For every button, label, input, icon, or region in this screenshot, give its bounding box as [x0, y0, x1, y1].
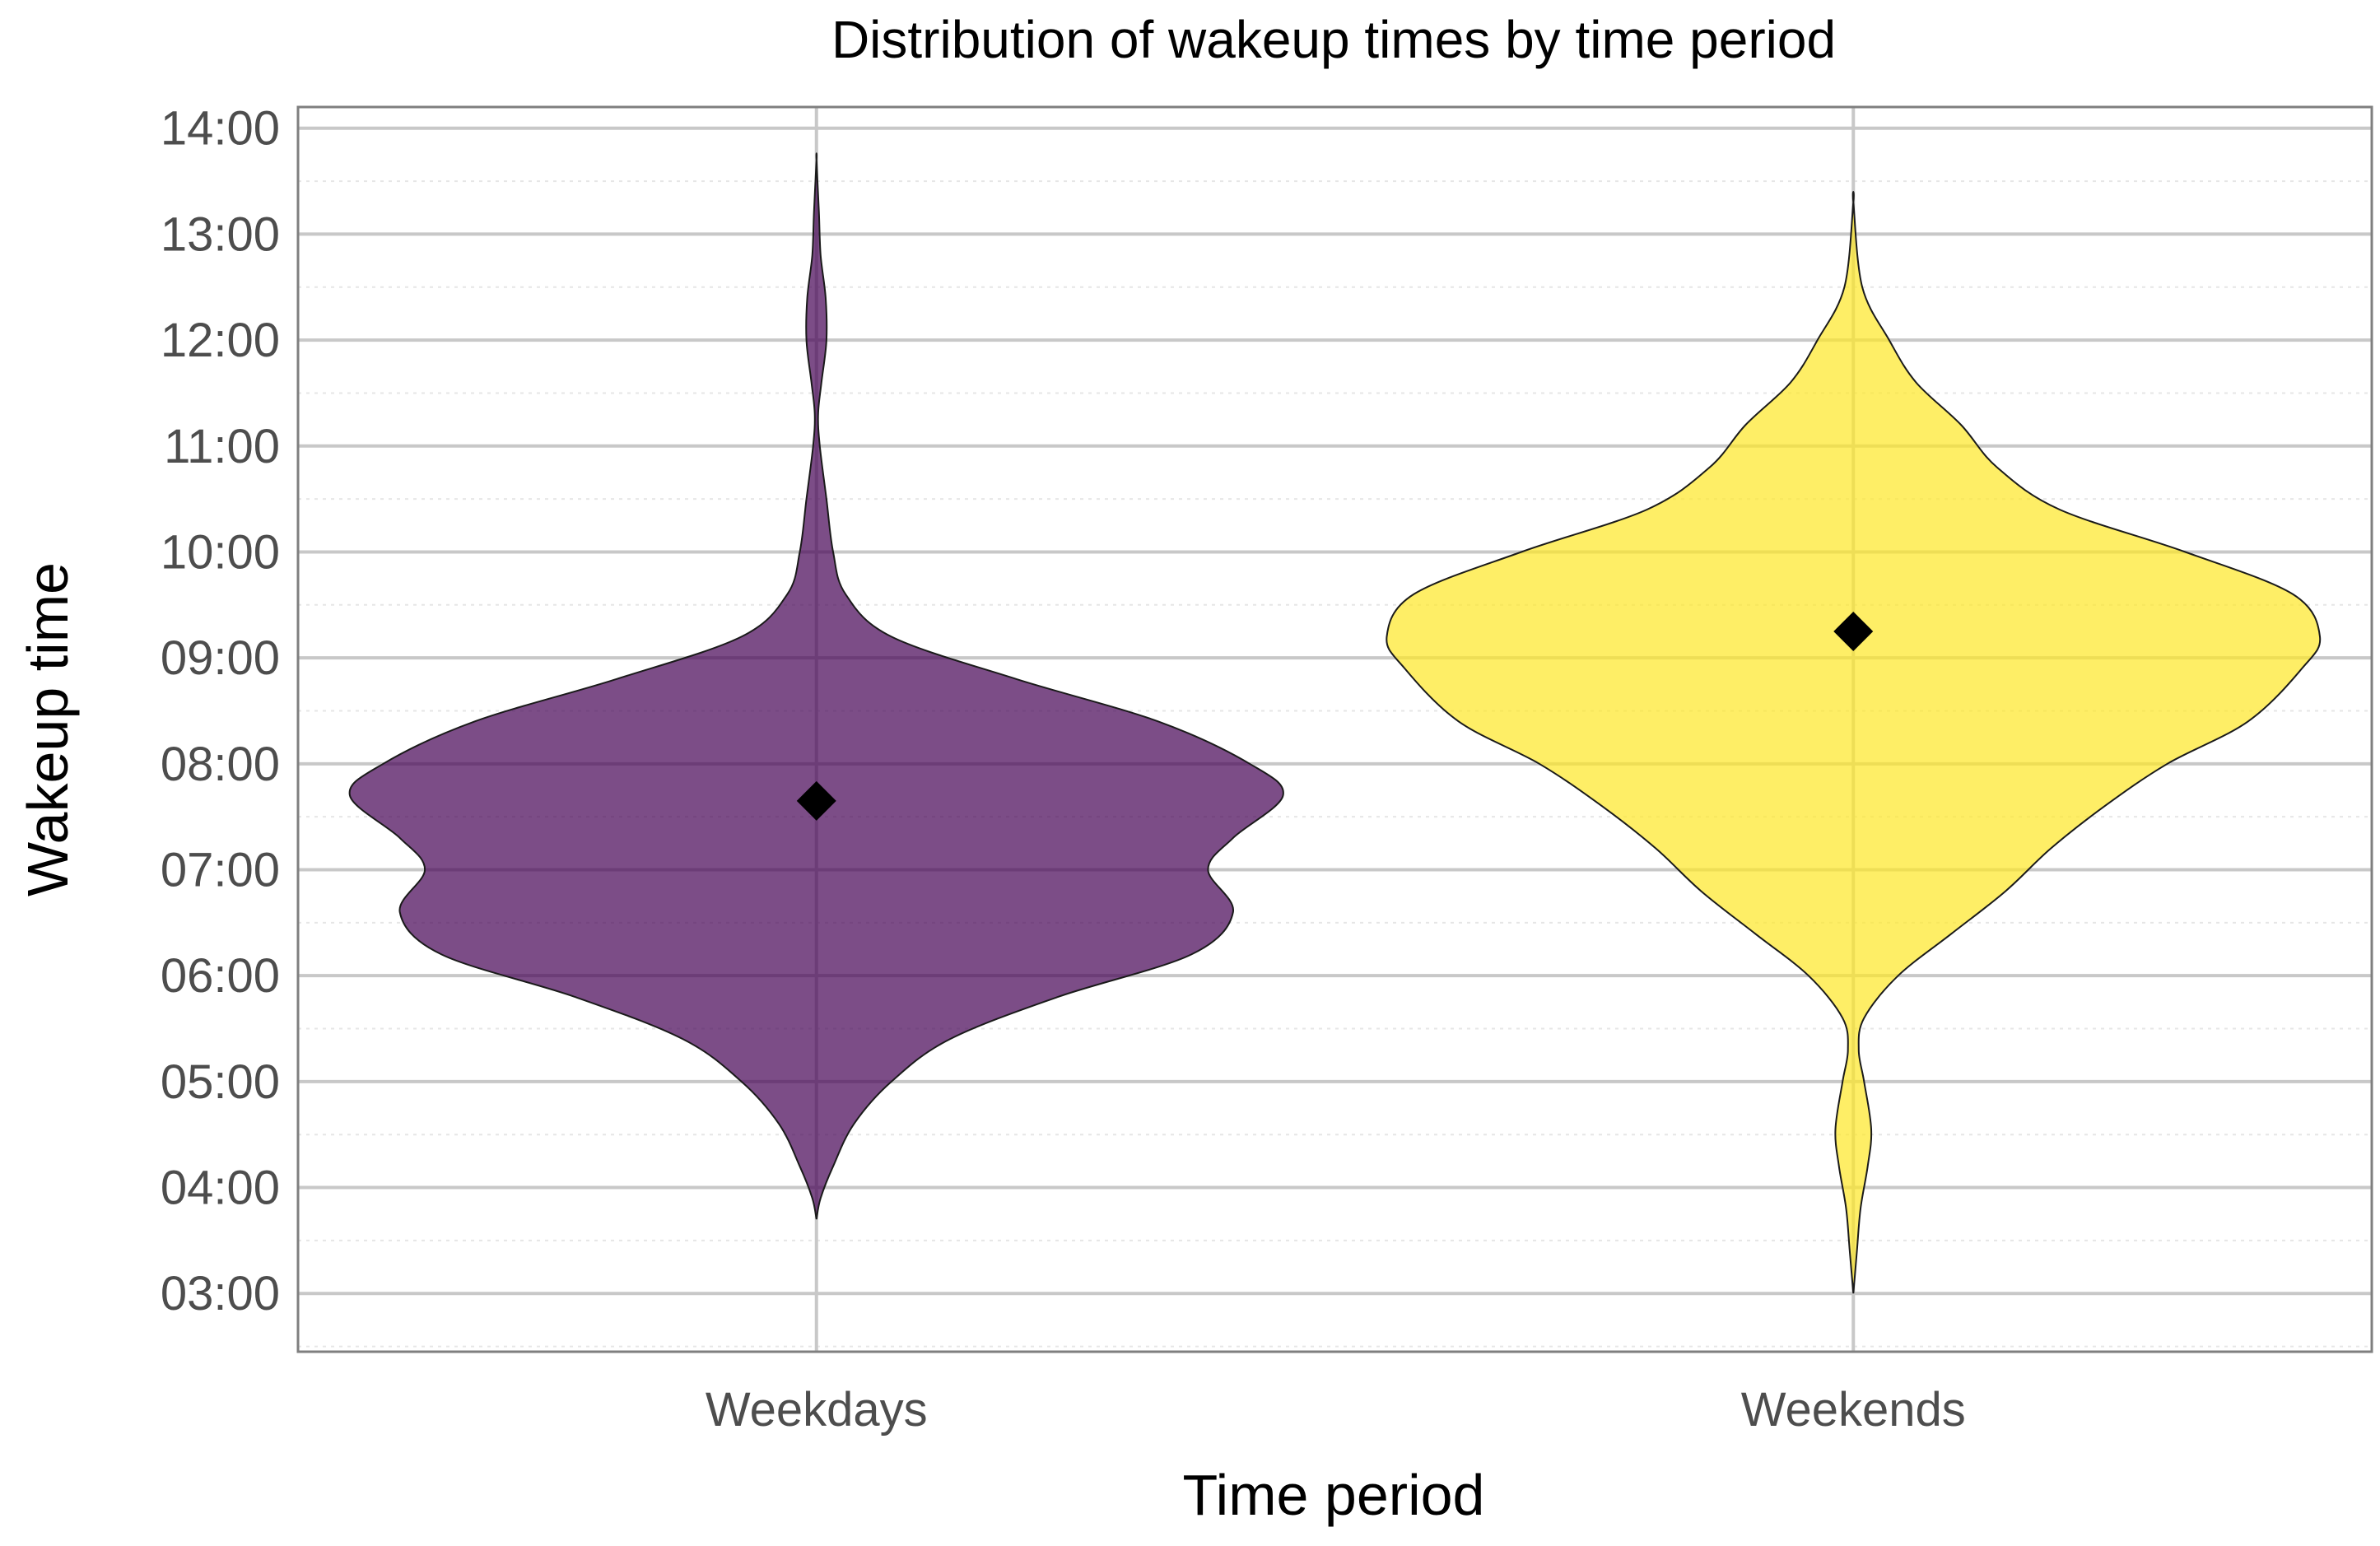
chart-title: Distribution of wakeup times by time per… [831, 10, 1836, 69]
plot-panel-border [296, 105, 2373, 1353]
violin-weekends [1386, 190, 2322, 1294]
mean-marker-weekdays [796, 780, 836, 821]
y-tick-label: 14:00 [161, 102, 280, 156]
violin-weekdays [348, 152, 1284, 1220]
y-tick-label: 07:00 [161, 844, 280, 897]
y-tick-label: 08:00 [161, 738, 280, 791]
x-axis-ticks: Weekdays Weekends [706, 1383, 1966, 1437]
x-axis-title: Time period [1183, 1463, 1485, 1527]
y-tick-label: 03:00 [161, 1267, 280, 1320]
violins [348, 152, 2322, 1294]
y-tick-label: 09:00 [161, 631, 280, 685]
mean-marker-weekends [1833, 611, 1874, 651]
y-tick-label: 13:00 [161, 207, 280, 261]
y-tick-label: 10:00 [161, 525, 280, 579]
x-tick-label: Weekends [1741, 1383, 1966, 1437]
y-tick-label: 05:00 [161, 1055, 280, 1109]
y-axis-title: Wakeup time [16, 562, 80, 896]
y-axis-ticks: 03:00 04:00 05:00 06:00 07:00 08:00 09:00 10:00… [161, 102, 280, 1320]
y-tick-label: 12:00 [161, 314, 280, 367]
y-tick-label: 06:00 [161, 949, 280, 1003]
mean-markers [796, 611, 1874, 821]
x-tick-label: Weekdays [706, 1383, 928, 1437]
y-tick-label: 04:00 [161, 1162, 280, 1215]
y-tick-label: 11:00 [164, 420, 280, 473]
